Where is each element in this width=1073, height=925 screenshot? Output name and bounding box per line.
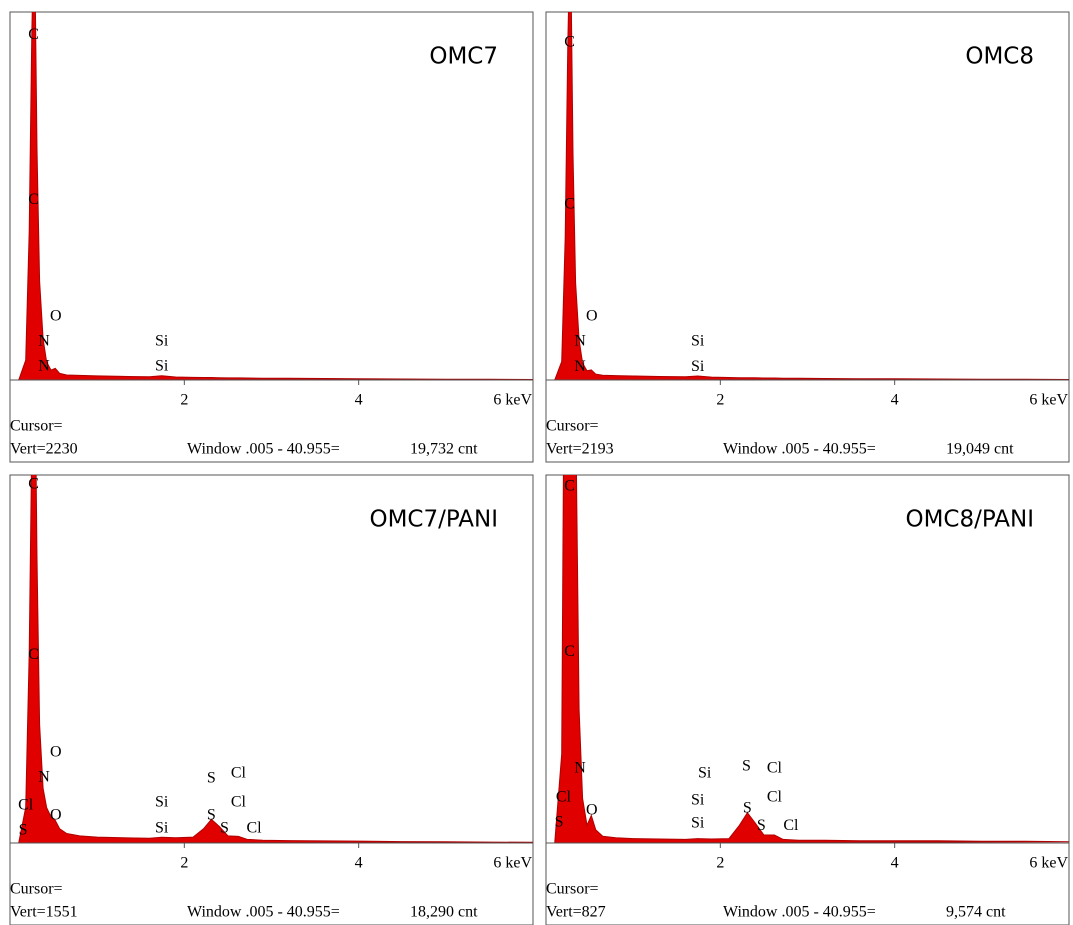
cursor-label: Cursor= (546, 881, 599, 898)
window-label: Window .005 - 40.955= (187, 904, 340, 921)
peak-label: S (19, 822, 28, 839)
peak-label: Cl (767, 759, 783, 776)
peak-label: Si (155, 794, 169, 811)
peak-label: Si (698, 764, 712, 781)
peak-label: N (574, 333, 586, 350)
cursor-label: Cursor= (546, 418, 599, 435)
count-label: 9,574 cnt (946, 904, 1006, 921)
peak-label: Si (691, 358, 705, 375)
count-label: 19,049 cnt (946, 441, 1014, 458)
peak-label: S (757, 817, 766, 834)
x-tick-label: 6 keV (1029, 855, 1068, 872)
spectrum (18, 12, 533, 380)
panel-frame (9, 11, 534, 463)
peak-label: S (207, 770, 216, 787)
peak-label: Si (155, 358, 169, 375)
x-tick-label: 4 (355, 392, 363, 409)
window-label: Window .005 - 40.955= (723, 904, 876, 921)
peak-label: C (28, 646, 39, 663)
vert-label: Vert=1551 (10, 904, 78, 921)
vert-label: Vert=2193 (546, 441, 614, 458)
chart-title: OMC7/PANI (369, 507, 498, 533)
x-tick-label: 4 (355, 855, 363, 872)
x-tick-label: 6 keV (1029, 392, 1068, 409)
chart-title: OMC8/PANI (905, 507, 1034, 533)
spectrum (554, 475, 1069, 843)
x-tick-label: 2 (716, 392, 724, 409)
peak-label: Si (691, 791, 705, 808)
peak-label: O (586, 802, 598, 819)
peak-label: Cl (783, 817, 799, 834)
x-tick-label: 2 (180, 855, 188, 872)
peak-label: N (38, 768, 50, 785)
vert-label: Vert=827 (546, 904, 606, 921)
peak-label: Si (155, 333, 169, 350)
peak-label: C (564, 34, 575, 51)
peak-label: C (28, 191, 39, 208)
peak-label: Cl (247, 820, 263, 837)
vert-label: Vert=2230 (10, 441, 78, 458)
peak-label: Cl (18, 797, 34, 814)
cursor-label: Cursor= (10, 418, 63, 435)
peak-label: Cl (767, 789, 783, 806)
peak-label: Cl (556, 789, 572, 806)
peak-label: Si (155, 820, 169, 837)
peak-label: Si (691, 333, 705, 350)
peak-label: S (207, 807, 216, 824)
window-label: Window .005 - 40.955= (187, 441, 340, 458)
count-label: 19,732 cnt (410, 441, 478, 458)
peak-label: S (742, 758, 751, 775)
spectrum (18, 475, 533, 843)
x-tick-label: 6 keV (493, 855, 532, 872)
peak-label: N (38, 333, 50, 350)
peak-label: O (50, 744, 62, 761)
x-tick-label: 6 keV (493, 392, 532, 409)
peak-label: O (586, 308, 598, 325)
chart-title: OMC7 (429, 44, 498, 70)
peak-label: Cl (231, 794, 247, 811)
peak-label: O (50, 308, 62, 325)
peak-label: O (50, 807, 62, 824)
peak-label: Cl (231, 764, 247, 781)
panel-frame (545, 474, 1070, 925)
spectrum (554, 12, 1069, 380)
chart-title: OMC8 (965, 44, 1034, 70)
peak-label: S (555, 814, 564, 831)
peak-label: C (564, 196, 575, 213)
peak-label: N (574, 358, 586, 375)
cursor-label: Cursor= (10, 881, 63, 898)
window-label: Window .005 - 40.955= (723, 441, 876, 458)
x-tick-label: 4 (891, 392, 899, 409)
count-label: 18,290 cnt (410, 904, 478, 921)
panel-frame (9, 474, 534, 925)
peak-label: C (564, 643, 575, 660)
x-tick-label: 4 (891, 855, 899, 872)
x-tick-label: 2 (180, 392, 188, 409)
x-tick-label: 2 (716, 855, 724, 872)
peak-label: C (28, 476, 39, 493)
peak-label: C (28, 26, 39, 43)
peak-label: S (220, 820, 229, 837)
panel-frame (545, 11, 1070, 463)
peak-label: C (564, 478, 575, 495)
peak-label: N (38, 358, 50, 375)
peak-label: S (743, 799, 752, 816)
peak-label: Si (691, 815, 705, 832)
peak-label: N (574, 759, 586, 776)
